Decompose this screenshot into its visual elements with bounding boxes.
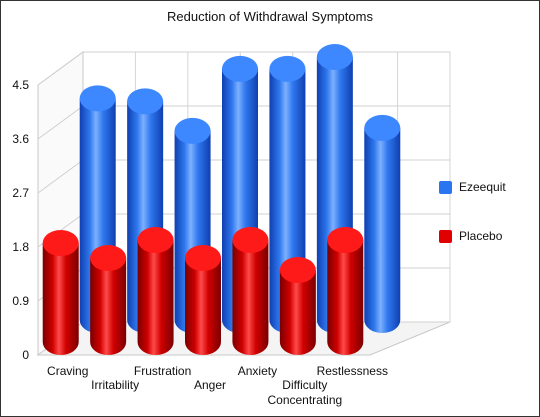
grid-line-side	[37, 105, 84, 140]
legend-swatch	[439, 229, 452, 243]
chart-title: Reduction of Withdrawal Symptoms	[167, 9, 373, 24]
series-placebo	[42, 227, 364, 355]
x-tick-label: Irritability	[91, 378, 139, 392]
grid-line-side	[37, 159, 84, 194]
x-tick-label: Craving	[47, 364, 88, 378]
y-tick-label: 3.6	[12, 132, 29, 146]
bar-ezeequit	[364, 114, 401, 333]
grid-line-side	[37, 51, 84, 86]
bar-placebo	[279, 257, 316, 355]
bar-placebo	[185, 245, 221, 355]
x-tick-label: Anger	[194, 378, 226, 392]
bar-placebo	[42, 230, 79, 355]
y-tick-label: 1.8	[12, 240, 29, 254]
y-axis: 0 0.9 1.8 2.7 3.6 4.5	[12, 78, 29, 362]
legend-label: Placebo	[459, 229, 503, 243]
bar-placebo	[327, 227, 364, 355]
legend-label: Ezeequit	[459, 180, 506, 194]
bar-placebo	[232, 227, 269, 355]
legend-item-placebo: Placebo	[439, 229, 502, 243]
legend-swatch	[439, 180, 452, 194]
x-tick-label: Restlessness	[317, 364, 388, 378]
x-tick-label: Concentrating	[267, 393, 342, 407]
y-tick-label: 0.9	[12, 294, 29, 308]
legend-item-ezeequit: Ezeequit	[439, 180, 506, 194]
y-tick-label: 0	[22, 348, 29, 362]
y-tick-label: 4.5	[12, 78, 29, 92]
bar-placebo	[90, 245, 127, 355]
y-tick-label: 2.7	[12, 186, 29, 200]
x-tick-label: Frustration	[134, 364, 191, 378]
x-tick-label: Difficulty	[282, 378, 327, 392]
x-tick-label: Anxiety	[238, 364, 277, 378]
bar-placebo	[137, 227, 174, 355]
